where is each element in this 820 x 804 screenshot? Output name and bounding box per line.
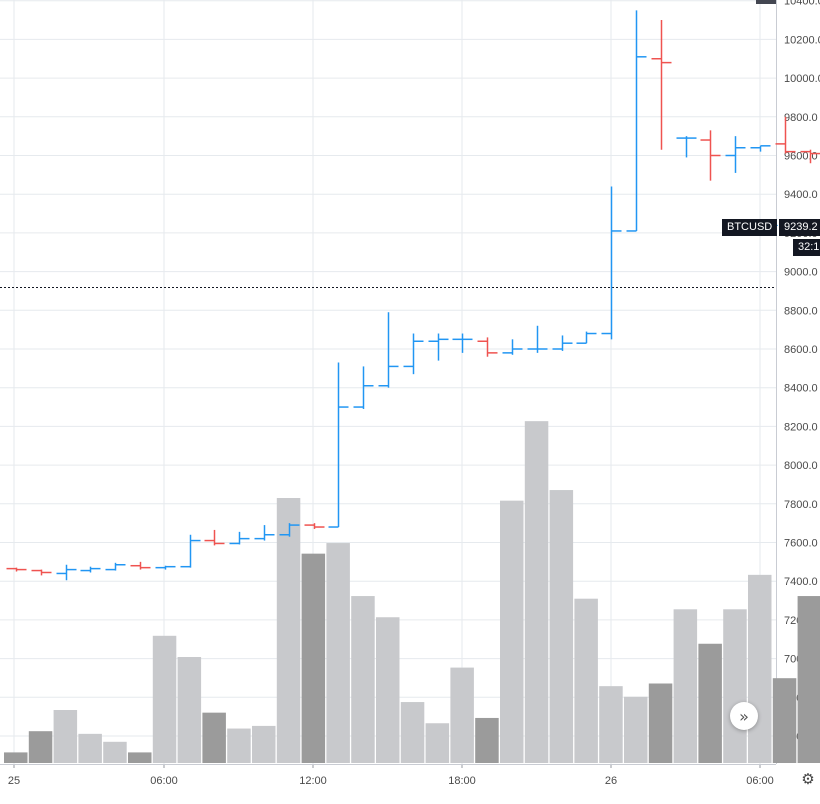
price-tick-label: 10000.0 (784, 73, 820, 85)
axis-marker (756, 0, 776, 4)
volume-bar (673, 609, 698, 763)
volume-bar (400, 702, 425, 763)
price-tick-label: 7600.0 (784, 538, 818, 550)
price-tick-label: 7800.0 (784, 499, 818, 511)
volume-bar (177, 657, 202, 763)
volume-bar (624, 696, 648, 763)
volume-bar (475, 717, 499, 763)
volume-bar (227, 728, 251, 763)
time-tick-label: 06:00 (746, 775, 774, 787)
volume-bar (723, 609, 747, 763)
scroll-to-realtime-button[interactable]: » (730, 702, 758, 730)
volume-bar (425, 723, 450, 763)
volume-bar (450, 667, 474, 763)
volume-bar (252, 725, 276, 763)
volume-bar (549, 490, 574, 763)
volume-bar (574, 598, 598, 763)
volume-bar (103, 741, 127, 763)
volume-bar (599, 686, 623, 763)
volume-bar (128, 752, 152, 763)
symbol-label: BTCUSD (722, 219, 778, 236)
volume-bar (748, 574, 772, 763)
volume-bar (28, 731, 53, 763)
volume-bar (376, 617, 400, 763)
volume-bar (500, 500, 524, 763)
price-tick-label: 8800.0 (784, 305, 818, 317)
time-tick-label: 26 (605, 775, 617, 787)
price-tick-label: 9400.0 (784, 189, 818, 201)
price-tick-label: 8600.0 (784, 344, 818, 356)
price-tick-label: 8200.0 (784, 421, 818, 433)
volume-bar (4, 752, 28, 763)
price-tick-label: 10200.0 (784, 34, 820, 46)
time-tick-label: 18:00 (448, 775, 476, 787)
gear-icon[interactable]: ⚙ (801, 770, 815, 788)
bar-countdown-label: 32:1 (793, 239, 820, 256)
volume-bar (152, 635, 177, 763)
volume-bar (698, 643, 722, 763)
volume-bar (797, 596, 820, 763)
volume-bar (202, 712, 226, 763)
price-tick-label: 7400.0 (784, 576, 818, 588)
volume-bar (772, 678, 797, 763)
price-tick-label: 9800.0 (784, 112, 818, 124)
price-tick-label: 9600.0 (784, 151, 818, 163)
time-tick-label: 06:00 (150, 775, 178, 787)
volume-bar (53, 710, 78, 763)
time-tick-label: 25 (8, 775, 20, 787)
volume-bar (301, 553, 326, 763)
price-tick-label: 8000.0 (784, 460, 818, 472)
time-tick-label: 12:00 (299, 775, 327, 787)
volume-bar (276, 498, 301, 763)
price-tick-label: 10400.0 (784, 0, 820, 8)
volume-bar (648, 683, 673, 763)
volume-bar (326, 543, 350, 763)
volume-bar (524, 421, 549, 763)
price-tick-label: 8400.0 (784, 383, 818, 395)
volume-bar (351, 596, 375, 763)
volume-bar (78, 733, 102, 763)
price-tick-label: 9000.0 (784, 267, 818, 279)
last-price-label: 9239.2 (779, 219, 820, 236)
